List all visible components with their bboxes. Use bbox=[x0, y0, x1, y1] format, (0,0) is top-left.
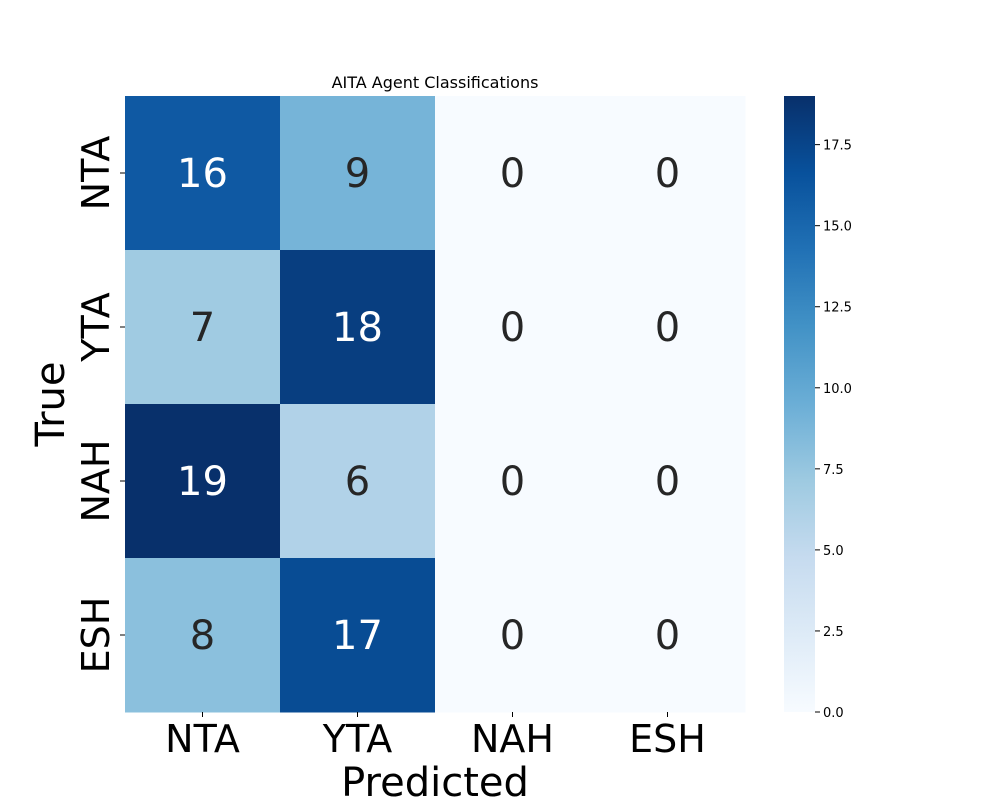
heatmap-cell bbox=[435, 96, 591, 251]
heatmap-cell bbox=[280, 558, 436, 713]
x-tick-label: ESH bbox=[629, 717, 706, 761]
colorbar-axis: 0.0 2.5 5.0 7.5 10.0 12.5 15.0 17.5 bbox=[815, 139, 852, 721]
heatmap-cell bbox=[435, 250, 591, 405]
x-axis-label: Predicted bbox=[341, 760, 529, 800]
cell-value-label: 0 bbox=[500, 305, 525, 351]
y-tick-label: NAH bbox=[74, 440, 118, 523]
x-tick-label: YTA bbox=[322, 717, 392, 761]
heatmap-cell bbox=[125, 558, 281, 713]
cell-value-label: 0 bbox=[500, 151, 525, 197]
cell-value-label: 0 bbox=[500, 459, 525, 505]
heatmap-cells bbox=[125, 96, 746, 713]
heatmap-cell bbox=[280, 96, 436, 251]
heatmap-cell bbox=[590, 96, 746, 251]
chart-title: AITA Agent Classifications bbox=[332, 73, 539, 92]
heatmap-cell bbox=[280, 404, 436, 559]
heatmap-cell bbox=[125, 404, 281, 559]
cell-value-label: 18 bbox=[332, 305, 383, 351]
heatmap-cell bbox=[435, 404, 591, 559]
heatmap-cell bbox=[590, 558, 746, 713]
colorbar-tick-label: 0.0 bbox=[823, 706, 844, 721]
heatmap-cell bbox=[590, 404, 746, 559]
cell-value-label: 19 bbox=[177, 459, 228, 505]
cell-value-label: 7 bbox=[190, 305, 215, 351]
colorbar-tick-label: 12.5 bbox=[823, 301, 852, 316]
cell-value-label: 0 bbox=[655, 305, 680, 351]
colorbar-tick-label: 17.5 bbox=[823, 139, 852, 154]
heatmap-cell bbox=[125, 250, 281, 405]
heatmap-cell bbox=[590, 250, 746, 405]
cell-value-label: 17 bbox=[332, 613, 383, 659]
colorbar-tick-label: 2.5 bbox=[823, 625, 844, 640]
cell-value-label: 8 bbox=[190, 613, 215, 659]
colorbar-tick-label: 10.0 bbox=[823, 382, 852, 397]
heatmap-cell bbox=[435, 558, 591, 713]
y-tick-label: ESH bbox=[74, 597, 118, 674]
heatmap-cell-labels: 16 9 0 0 7 18 0 0 19 6 0 0 8 17 0 0 bbox=[177, 151, 680, 659]
cell-value-label: 0 bbox=[655, 613, 680, 659]
cell-value-label: 6 bbox=[345, 459, 370, 505]
colorbar bbox=[784, 96, 815, 712]
colorbar-tick-label: 7.5 bbox=[823, 463, 844, 478]
cell-value-label: 0 bbox=[500, 613, 525, 659]
y-tick-label: YTA bbox=[74, 292, 118, 362]
heatmap-cell bbox=[280, 250, 436, 405]
cell-value-label: 0 bbox=[655, 459, 680, 505]
cell-value-label: 9 bbox=[345, 151, 370, 197]
colorbar-tick-label: 5.0 bbox=[823, 544, 844, 559]
cell-value-label: 16 bbox=[177, 151, 228, 197]
x-axis: NTA YTA NAH ESH bbox=[165, 712, 706, 761]
x-tick-label: NTA bbox=[165, 717, 240, 761]
y-axis: NTA YTA NAH ESH bbox=[74, 136, 125, 674]
x-tick-label: NAH bbox=[471, 717, 554, 761]
colorbar-tick-label: 15.0 bbox=[823, 220, 852, 235]
y-axis-label: True bbox=[28, 362, 74, 448]
y-tick-label: NTA bbox=[74, 136, 118, 211]
cell-value-label: 0 bbox=[655, 151, 680, 197]
heatmap-cell bbox=[125, 96, 281, 251]
